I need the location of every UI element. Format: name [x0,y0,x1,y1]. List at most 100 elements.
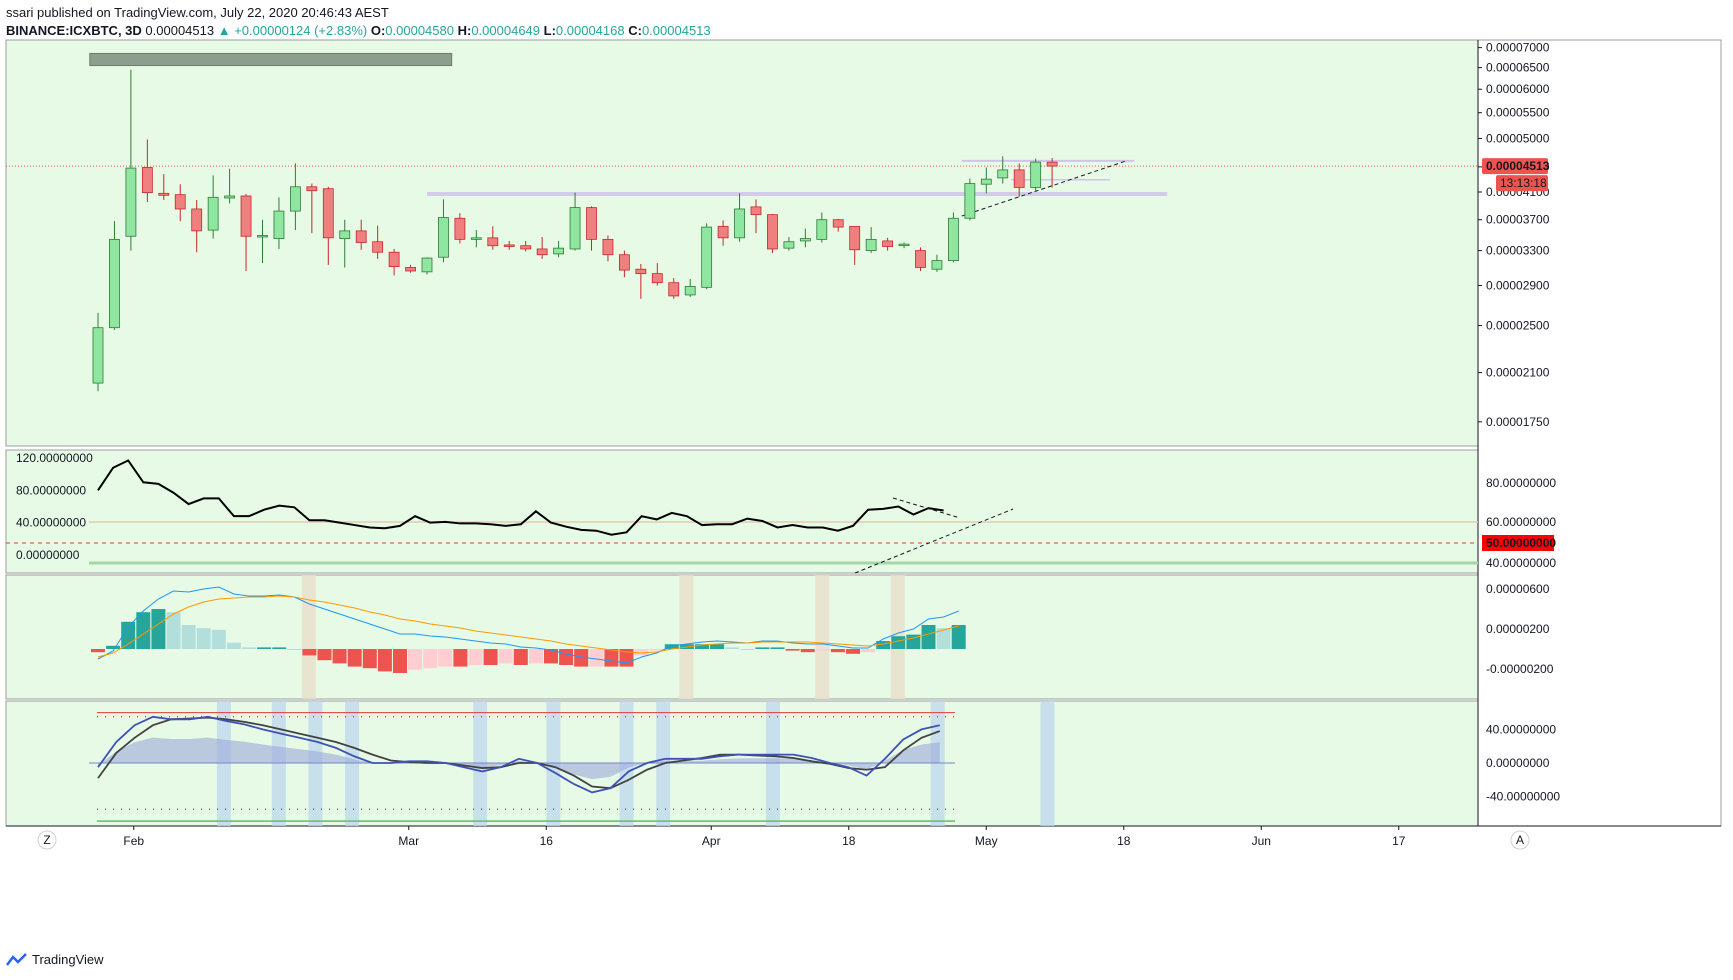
rsi-right-tick-label: 60.00000000 [1486,515,1556,529]
macd-highlight-band [679,575,694,699]
candle-body [240,195,252,237]
macd-hist-bar [695,644,709,649]
macd-hist-bar [559,649,574,665]
stoch-highlight-band [1040,701,1055,826]
price-tick-label: 0.00002100 [1486,366,1550,380]
macd-hist-bar [196,628,211,649]
rsi-left-tick-label: 120.00000000 [16,451,93,465]
rsi-falling-trendline [892,497,961,519]
candle-body [668,282,680,297]
last-price: 0.00004513 [145,23,215,38]
time-tick-label: Jun [1252,834,1271,848]
zoom-corner-button [37,830,57,850]
macd-hist-bar [664,644,679,649]
candle-body [816,219,828,240]
price-change: ▲ +0.00000124 (+2.83%) [217,23,368,38]
price-tick-label: 0.00002500 [1486,319,1550,333]
candle-body [980,178,992,185]
macd-hist-bar [242,647,256,649]
candle-body [322,188,334,239]
resistance-zone [89,52,453,67]
rsi-pane-background [5,449,1479,574]
tradingview-footer: TradingView [6,952,104,967]
macd-hist-bar [408,649,423,670]
time-tick-label: May [975,834,998,848]
macd-hist-bar [483,649,498,665]
candle-body [421,257,433,273]
candle-body [289,186,301,212]
macd-hist-bar [589,649,604,667]
macd-hist-bar [740,649,755,650]
candle-body [109,238,120,329]
macd-hist-bar [604,649,619,667]
candle-body [339,230,351,239]
price-tick-label: 0.00006000 [1486,82,1550,96]
last-price-tag-text: 0.00004513 [1486,159,1550,173]
macd-hist-bar [332,649,347,664]
candle-body [931,260,943,270]
stoch-d-line [97,716,941,790]
macd-hist-bar [106,645,121,649]
macd-hist-bar [861,649,876,653]
macd-hist-bar [770,647,785,649]
publisher-line: ssari published on TradingView.com, July… [6,5,389,20]
macd-hist-bar [257,647,272,649]
macd-hist-bar [785,649,800,651]
low-value: 0.00004168 [555,23,625,38]
macd-hist-bar [891,636,906,649]
candle-body [125,167,137,237]
macd-hist-bar [710,644,725,649]
stoch-tick-label: 40.00000000 [1486,722,1556,736]
time-tick-label: 17 [1392,834,1406,848]
candle-body [388,251,400,267]
candle-body [470,237,482,240]
stoch-tick-label: -40.00000000 [1486,790,1560,804]
candle-body [1046,161,1058,167]
candle-body [520,245,532,250]
macd-hist-bar [800,649,815,653]
macd-hist-bar [513,649,528,665]
time-tick-label: Apr [702,834,721,848]
macd-hist-bar [302,649,317,656]
candle-body [832,219,844,228]
time-tick-label: Mar [398,834,419,848]
candle-body [257,235,268,238]
symbol-label: BINANCE:ICXBTC, 3D [6,23,142,38]
candle-body [651,273,663,284]
high-value: 0.00004649 [471,23,541,38]
candle-body [487,237,499,247]
candle-body [586,207,597,240]
candle-body [865,238,877,251]
price-tick-label: 0.00002900 [1486,278,1550,292]
price-tick-label: 0.00006500 [1486,61,1550,75]
rising-trendline [961,160,1127,217]
stoch-k-line [97,715,941,794]
macd-highlight-band [301,575,316,699]
candle-body [783,241,795,249]
macd-hist-bar [649,649,664,651]
stoch-area [98,737,940,780]
candle-body [849,225,861,251]
candle-body [224,195,236,199]
rsi-50-tag-text: 50.00000000 [1486,536,1556,550]
time-tick-label: 16 [540,834,554,848]
stoch-tick-label: 0.00000000 [1486,756,1550,770]
candle-body [158,192,170,196]
candle-body [141,167,153,194]
macd-hist-bar [166,612,181,649]
signal-line [97,595,959,658]
macd-hist-bar [226,642,241,649]
footer-brand: TradingView [32,952,104,967]
macd-hist-bar [936,628,951,649]
price-tick-label: 0.00005500 [1486,106,1550,120]
auto-scale-label[interactable]: A [1516,833,1524,847]
macd-hist-bar [725,647,740,649]
ohlc-line: BINANCE:ICXBTC, 3D 0.00004513 ▲ +0.00000… [6,22,711,40]
rsi-50-tag [1482,535,1554,551]
candle-body [1013,169,1025,188]
price-tick-label: 0.00003700 [1486,213,1550,227]
candle-body [454,217,466,240]
macd-tick-label: 0.00000600 [1486,582,1550,596]
macd-hist-bar [544,649,558,664]
